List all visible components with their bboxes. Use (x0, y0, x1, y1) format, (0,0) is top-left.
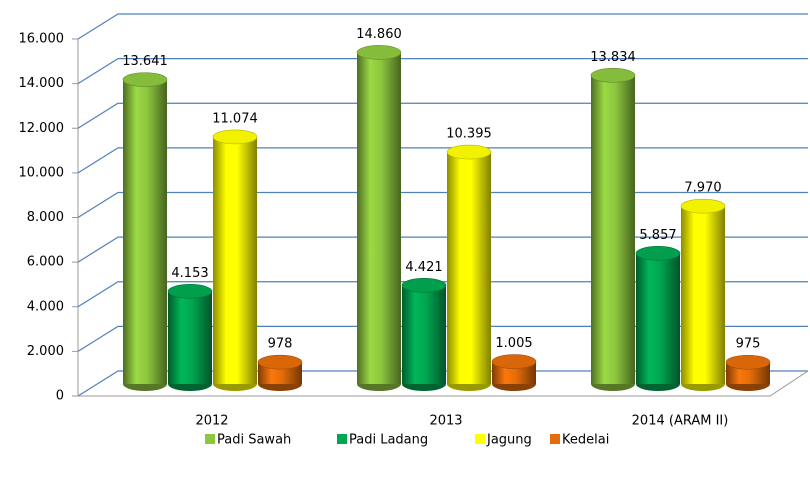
data-label: 7.970 (684, 181, 721, 196)
x-tick-label: 2013 (429, 414, 462, 429)
data-label: 14.860 (356, 27, 402, 42)
legend-swatch (550, 434, 560, 444)
y-tick-label: 14.000 (19, 76, 65, 91)
cylinder-top (122, 72, 168, 87)
data-label: 5.857 (639, 228, 676, 243)
cylinder-top (680, 198, 726, 214)
y-tick-label: 2.000 (27, 344, 64, 359)
data-label: 11.074 (212, 111, 258, 126)
data-label: 4.153 (171, 266, 208, 281)
grid-line (77, 102, 808, 129)
cylinder-top (356, 45, 402, 60)
y-tick-label: 6.000 (27, 255, 64, 270)
cylinder-top (167, 284, 213, 299)
bar (681, 206, 725, 384)
cylinder-top (257, 354, 303, 370)
bar (591, 75, 635, 385)
data-label: 13.641 (122, 54, 168, 69)
cylinder-top (401, 278, 447, 293)
grid-line (77, 13, 808, 40)
y-tick-label: 4.000 (27, 299, 64, 314)
x-tick-label: 2012 (195, 414, 228, 429)
legend-swatch (475, 434, 485, 444)
floor-back (77, 370, 808, 397)
bar (357, 52, 401, 384)
grid-line (77, 191, 808, 219)
data-label: 978 (268, 337, 293, 352)
y-tick-label: 16.000 (19, 32, 65, 47)
floor-front (78, 370, 809, 397)
legend-label: Jagung (486, 433, 532, 448)
y-tick-label: 10.000 (19, 165, 65, 180)
legend-label: Padi Sawah (217, 433, 291, 448)
cylinder-top (635, 246, 681, 261)
legend-swatch (337, 434, 347, 444)
bar (402, 285, 446, 384)
cylinder-top (212, 129, 258, 145)
grid-line (77, 281, 808, 308)
data-label: 4.421 (405, 260, 442, 275)
grid-line (77, 325, 808, 352)
data-label: 1.005 (495, 336, 532, 351)
bar (168, 291, 212, 384)
cylinder-top (590, 68, 636, 83)
bar (636, 253, 680, 384)
bar (213, 136, 257, 384)
grid-line (77, 147, 808, 174)
data-label: 975 (736, 337, 761, 352)
legend-label: Padi Ladang (349, 433, 428, 448)
cylinder-top (491, 354, 537, 369)
grid-line (77, 58, 808, 85)
legend-swatch (205, 434, 215, 444)
grid-line (77, 236, 808, 263)
cylinder-top (446, 144, 492, 160)
y-tick-label: 12.000 (19, 121, 65, 136)
data-label: 10.395 (446, 127, 492, 142)
bar (123, 79, 167, 384)
y-tick-label: 8.000 (27, 210, 64, 225)
y-tick-label: 0 (56, 389, 64, 404)
legend-label: Kedelai (562, 433, 609, 448)
data-label: 13.834 (590, 50, 636, 65)
cylinder-top (725, 354, 771, 370)
bar (447, 152, 491, 384)
x-tick-label: 2014 (ARAM II) (632, 414, 729, 429)
